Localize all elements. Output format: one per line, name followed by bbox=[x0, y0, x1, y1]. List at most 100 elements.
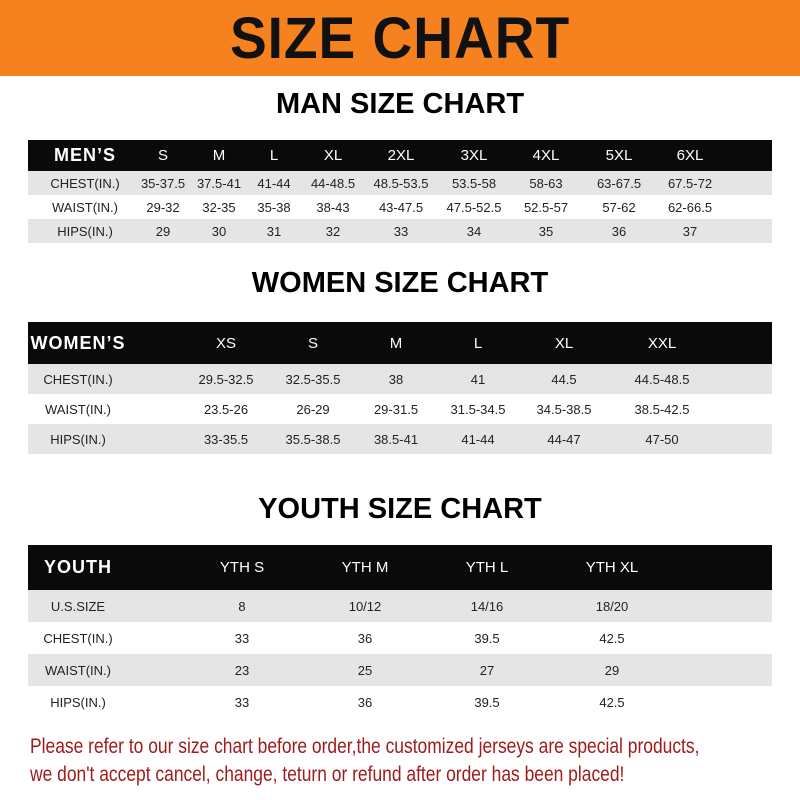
header-row: WOMEN’S XS S M L XL XXL bbox=[28, 322, 772, 364]
footer-note-line1: Please refer to our size chart before or… bbox=[30, 735, 700, 758]
size-header: 5XL bbox=[605, 147, 633, 164]
table-cell: 29-31.5 bbox=[373, 401, 419, 417]
size-header: 3XL bbox=[460, 147, 488, 164]
table-row: CHEST(IN.) 33 36 39.5 42.5 bbox=[28, 622, 772, 654]
row-label: HIPS(IN.) bbox=[57, 223, 113, 239]
row-label: HIPS(IN.) bbox=[50, 694, 106, 710]
table-row: HIPS(IN.) 33 36 39.5 42.5 bbox=[28, 686, 772, 718]
size-header: 2XL bbox=[387, 147, 415, 164]
table-cell: 38 bbox=[388, 371, 404, 387]
table-cell: 8 bbox=[238, 598, 246, 614]
table-cell: 41 bbox=[470, 371, 486, 387]
size-header: 6XL bbox=[676, 147, 704, 164]
size-header: S bbox=[307, 334, 319, 352]
youth-title: YOUTH SIZE CHART bbox=[258, 493, 542, 525]
table-cell: 36 bbox=[357, 694, 373, 710]
table-cell: 14/16 bbox=[470, 598, 504, 614]
table-cell: 33-35.5 bbox=[203, 431, 249, 447]
size-header: XL bbox=[323, 147, 343, 164]
table-cell: 53.5-58 bbox=[451, 175, 497, 191]
table-cell: 48.5-53.5 bbox=[373, 175, 429, 191]
table-cell: 18/20 bbox=[595, 598, 629, 614]
row-label: WAIST(IN.) bbox=[52, 199, 118, 215]
table-cell: 63-67.5 bbox=[596, 175, 642, 191]
row-label: WAIST(IN.) bbox=[45, 401, 111, 417]
table-cell: 44-48.5 bbox=[310, 175, 356, 191]
table-cell: 35-38 bbox=[257, 199, 291, 215]
size-header: L bbox=[473, 334, 483, 352]
table-cell: 47-50 bbox=[645, 431, 679, 447]
size-header: XL bbox=[554, 334, 574, 352]
table-row: WAIST(IN.) 23 25 27 29 bbox=[28, 654, 772, 686]
table-cell: 47.5-52.5 bbox=[446, 199, 502, 215]
table-cell: 39.5 bbox=[474, 630, 500, 646]
table-cell: 30 bbox=[211, 223, 227, 239]
row-label: WAIST(IN.) bbox=[45, 662, 111, 678]
table-cell: 33 bbox=[393, 223, 409, 239]
table-row: WAIST(IN.) 29-32 32-35 35-38 38-43 43-47.5 47.… bbox=[28, 195, 772, 219]
table-cell: 52.5-57 bbox=[523, 199, 569, 215]
table-cell: 29.5-32.5 bbox=[198, 371, 254, 387]
table-cell: 57-62 bbox=[602, 199, 636, 215]
table-cell: 23.5-26 bbox=[203, 401, 249, 417]
table-cell: 10/12 bbox=[348, 598, 382, 614]
table-row: HIPS(IN.) 29 30 31 32 33 34 35 36 37 bbox=[28, 219, 772, 243]
table-cell: 58-63 bbox=[529, 175, 563, 191]
row-label: U.S.SIZE bbox=[50, 598, 106, 614]
table-row: WAIST(IN.) 23.5-26 26-29 29-31.5 31.5-34.5 34… bbox=[28, 394, 772, 424]
table-cell: 39.5 bbox=[474, 694, 500, 710]
table-cell: 35 bbox=[538, 223, 554, 239]
table-cell: 29 bbox=[155, 223, 171, 239]
table-title-cell: MEN’S bbox=[53, 145, 117, 165]
header-row: YOUTH YTH S YTH M YTH L YTH XL bbox=[28, 545, 772, 590]
size-header: S bbox=[157, 147, 169, 164]
table-cell: 35.5-38.5 bbox=[285, 431, 341, 447]
table-cell: 42.5 bbox=[599, 694, 625, 710]
row-label: CHEST(IN.) bbox=[43, 630, 113, 646]
table-cell: 43-47.5 bbox=[378, 199, 424, 215]
table-cell: 41-44 bbox=[461, 431, 495, 447]
table-cell: 44.5 bbox=[551, 371, 577, 387]
men-title: MAN SIZE CHART bbox=[275, 88, 525, 120]
table-row: HIPS(IN.) 33-35.5 35.5-38.5 38.5-41 41-44 44-… bbox=[28, 424, 772, 454]
table-cell: 32-35 bbox=[202, 199, 236, 215]
table-cell: 26-29 bbox=[296, 401, 330, 417]
table-cell: 29-32 bbox=[146, 199, 180, 215]
row-label: CHEST(IN.) bbox=[50, 175, 120, 191]
table-cell: 37.5-41 bbox=[196, 175, 242, 191]
table-cell: 33 bbox=[234, 630, 250, 646]
table-row: U.S.SIZE 8 10/12 14/16 18/20 bbox=[28, 590, 772, 622]
banner-title: SIZE CHART bbox=[229, 5, 571, 71]
table-cell: 44.5-48.5 bbox=[634, 371, 690, 387]
table-cell: 36 bbox=[611, 223, 627, 239]
table-cell: 29 bbox=[604, 662, 620, 678]
banner: SIZE CHART bbox=[0, 0, 800, 76]
table-cell: 41-44 bbox=[257, 175, 291, 191]
size-header: XS bbox=[215, 334, 237, 352]
table-cell: 31 bbox=[266, 223, 282, 239]
table-cell: 42.5 bbox=[599, 630, 625, 646]
table-cell: 38.5-42.5 bbox=[634, 401, 690, 417]
table-cell: 34 bbox=[466, 223, 482, 239]
table-cell: 35-37.5 bbox=[140, 175, 186, 191]
women-title: WOMEN SIZE CHART bbox=[251, 267, 549, 299]
table-cell: 33 bbox=[234, 694, 250, 710]
table-cell: 37 bbox=[682, 223, 698, 239]
table-cell: 32 bbox=[325, 223, 341, 239]
table-cell: 32.5-35.5 bbox=[285, 371, 341, 387]
row-label: HIPS(IN.) bbox=[50, 431, 106, 447]
table-cell: 34.5-38.5 bbox=[536, 401, 592, 417]
table-cell: 38.5-41 bbox=[373, 431, 419, 447]
table-cell: 67.5-72 bbox=[667, 175, 713, 191]
table-cell: 27 bbox=[479, 662, 495, 678]
table-cell: 25 bbox=[357, 662, 373, 678]
table-title-cell: WOMEN’S bbox=[30, 332, 126, 353]
size-header: YTH L bbox=[465, 559, 509, 576]
row-label: CHEST(IN.) bbox=[43, 371, 113, 387]
table-cell: 23 bbox=[234, 662, 250, 678]
size-header: XXL bbox=[647, 334, 677, 352]
size-header: YTH S bbox=[219, 559, 265, 576]
header-row: MEN’S S M L XL 2XL 3XL 4XL 5XL 6XL bbox=[28, 140, 772, 171]
table-cell: 31.5-34.5 bbox=[450, 401, 506, 417]
table-cell: 62-66.5 bbox=[667, 199, 713, 215]
